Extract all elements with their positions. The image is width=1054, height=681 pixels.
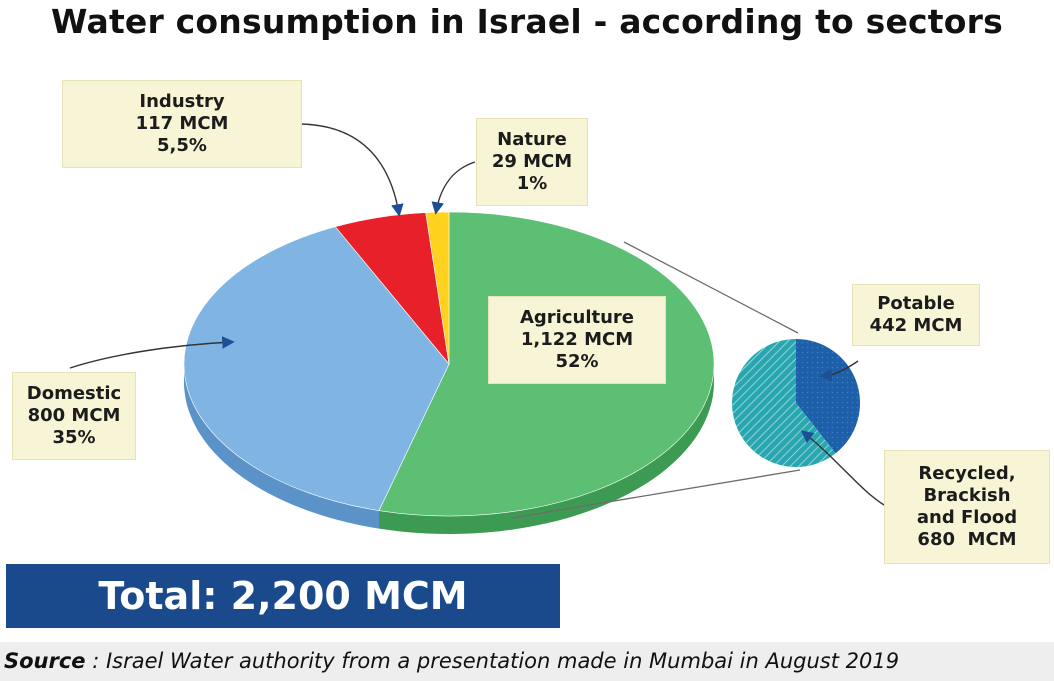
label-recycled-line2: Brackish — [923, 485, 1011, 506]
label-nature-value: 29 MCM — [491, 151, 573, 172]
label-industry-pct: 5,5% — [157, 135, 207, 156]
label-potable: Potable 442 MCM — [852, 284, 980, 346]
callout-arrows — [69, 123, 885, 506]
label-recycled-value: 680 MCM — [917, 529, 1017, 550]
label-recycled-line1: Recycled, — [918, 463, 1016, 484]
source-text: : Israel Water authority from a presenta… — [85, 649, 900, 673]
label-domestic-name: Domestic — [26, 383, 122, 404]
label-recycled-line3: and Flood — [916, 507, 1018, 528]
label-potable-name: Potable — [877, 293, 955, 314]
sub-pie — [732, 338, 861, 468]
pie-slice-domestic — [183, 226, 450, 511]
total-banner: Total: 2,200 MCM — [6, 564, 560, 628]
source-prefix: Source — [4, 649, 86, 673]
label-domestic: Domestic 800 MCM 35% — [12, 372, 136, 460]
label-nature: Nature 29 MCM 1% — [476, 118, 588, 206]
label-industry: Industry 117 MCM 5,5% — [62, 80, 302, 168]
label-potable-value: 442 MCM — [869, 315, 963, 336]
pie-3d-sides — [184, 364, 714, 534]
chart-title: Water consumption in Israel - according … — [51, 2, 1003, 41]
sub-pie-slice-potable — [796, 338, 861, 454]
label-nature-name: Nature — [497, 129, 567, 150]
source-line: Source : Israel Water authority from a p… — [0, 642, 1054, 681]
label-agriculture-name: Agriculture — [519, 307, 635, 328]
label-recycled: Recycled, Brackish and Flood 680 MCM — [884, 450, 1050, 564]
label-agriculture: Agriculture 1,122 MCM 52% — [488, 296, 666, 384]
label-industry-name: Industry — [139, 91, 225, 112]
label-domestic-value: 800 MCM — [27, 405, 121, 426]
label-domestic-pct: 35% — [52, 427, 96, 448]
label-industry-value: 117 MCM — [135, 113, 229, 134]
zoom-connector-lines — [511, 241, 801, 519]
label-agriculture-pct: 52% — [555, 351, 599, 372]
label-agriculture-value: 1,122 MCM — [520, 329, 634, 350]
pie-side-domestic — [184, 364, 379, 529]
label-nature-pct: 1% — [516, 173, 548, 194]
pie-side-agriculture — [379, 364, 714, 534]
